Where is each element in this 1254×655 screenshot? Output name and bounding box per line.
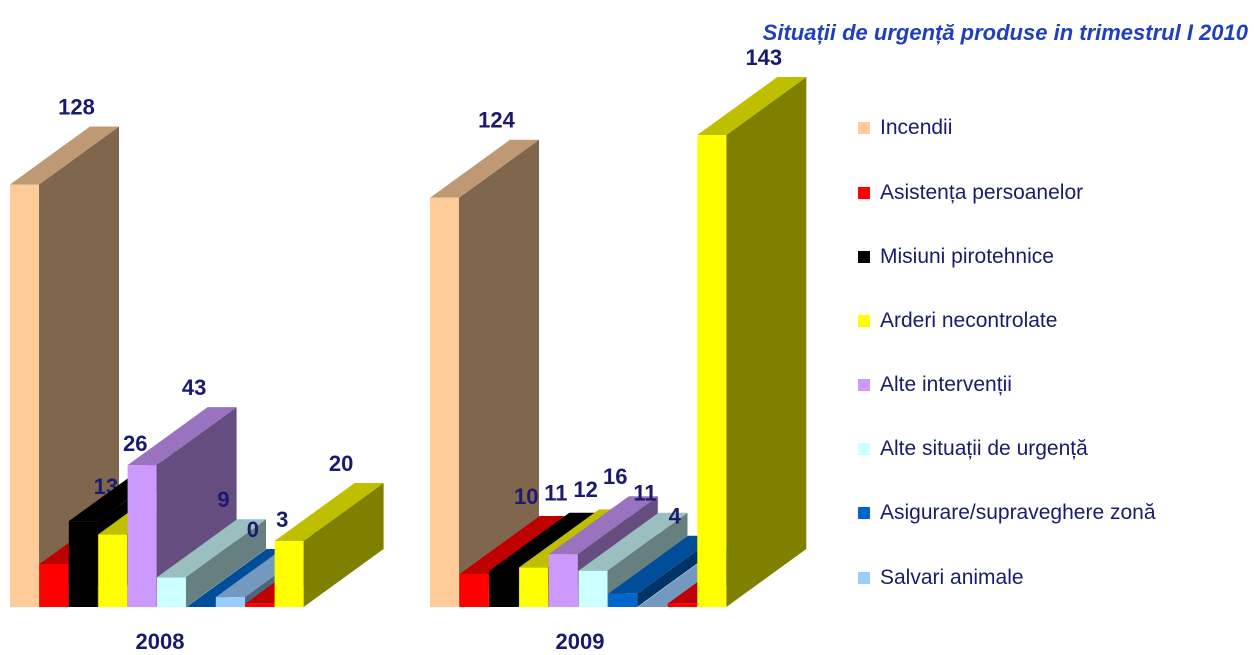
bar (697, 135, 727, 607)
value-label: 12 (573, 477, 597, 502)
bar-side (637, 535, 718, 607)
bar (39, 564, 69, 607)
chart-title: Situații de urgență produse in trimestru… (763, 20, 1249, 45)
bar-side (726, 77, 807, 607)
legend-swatch (858, 443, 870, 455)
bar (459, 573, 489, 607)
value-label: 4 (669, 504, 682, 529)
bar-side (186, 519, 266, 607)
bar-top (127, 407, 237, 466)
bar-top (10, 126, 119, 185)
bar-top (157, 519, 266, 578)
bar-top (430, 139, 539, 198)
value-label: 0 (247, 517, 259, 542)
value-label: 43 (182, 375, 206, 400)
bar (215, 597, 245, 607)
x-tick-label: 2009 (556, 629, 605, 654)
value-label: 10 (514, 484, 538, 509)
legend-item: Alte situații de urgență (858, 437, 1180, 461)
legend-swatch (858, 315, 870, 327)
bar-top (608, 535, 718, 594)
legend-label: Salvari animale (880, 566, 1024, 589)
legend-swatch (858, 379, 870, 391)
bar-top (489, 512, 599, 571)
legend-item: Asigurare/supraveghere zonă (858, 501, 1180, 525)
legend-label: Asistența persoanelor (880, 181, 1084, 204)
legend-swatch (858, 122, 870, 134)
bar (578, 570, 608, 607)
value-label: 124 (478, 108, 515, 133)
value-label: 11 (544, 481, 567, 506)
bar (548, 554, 578, 607)
legend-label: Alte intervenții (880, 373, 1012, 396)
bar (98, 534, 128, 607)
value-label: 16 (603, 464, 627, 489)
bar (157, 577, 186, 607)
value-label: 3 (276, 507, 288, 532)
bar-top (697, 77, 807, 135)
bar (608, 593, 638, 607)
legend-label: Arderi necontrolate (880, 309, 1058, 332)
legend-swatch (858, 507, 870, 519)
legend-item: Arderi necontrolate (858, 309, 1180, 333)
bar (274, 540, 304, 607)
legend-swatch (858, 572, 870, 584)
bar-side (303, 482, 384, 607)
bar-side (459, 139, 539, 607)
value-label: 11 (633, 481, 656, 506)
bar (68, 521, 98, 607)
legend-label: Incendii (880, 116, 953, 139)
bar-top (274, 482, 384, 541)
bar (245, 603, 275, 607)
value-label: 20 (329, 451, 353, 476)
legend-label: Asigurare/supraveghere zonă (880, 501, 1156, 524)
bar (519, 567, 549, 607)
bar (667, 603, 697, 607)
bar-top (459, 515, 569, 574)
legend-item: Incendii (858, 116, 1180, 140)
legend-item: Asistența persoanelor (858, 181, 1180, 205)
value-label: 143 (745, 45, 782, 70)
legend-item: Alte intervenții (858, 373, 1180, 397)
legend-swatch (858, 251, 870, 263)
legend-item: Misiuni pirotehnice (858, 245, 1180, 269)
bar (10, 184, 39, 607)
x-tick-label: 2008 (136, 629, 185, 654)
legend-swatch (858, 187, 870, 199)
bar (430, 197, 459, 607)
value-label: 26 (123, 431, 147, 456)
legend-item: Salvari animale (858, 566, 1180, 590)
value-label: 9 (217, 487, 229, 512)
bar-side (39, 126, 119, 607)
legend-label: Alte situații de urgență (880, 437, 1088, 460)
bar-top (578, 512, 688, 571)
legend-label: Misiuni pirotehnice (880, 245, 1054, 268)
bar-top (548, 496, 658, 555)
bar (127, 465, 157, 607)
value-label: 128 (58, 94, 95, 119)
bar (489, 570, 519, 607)
